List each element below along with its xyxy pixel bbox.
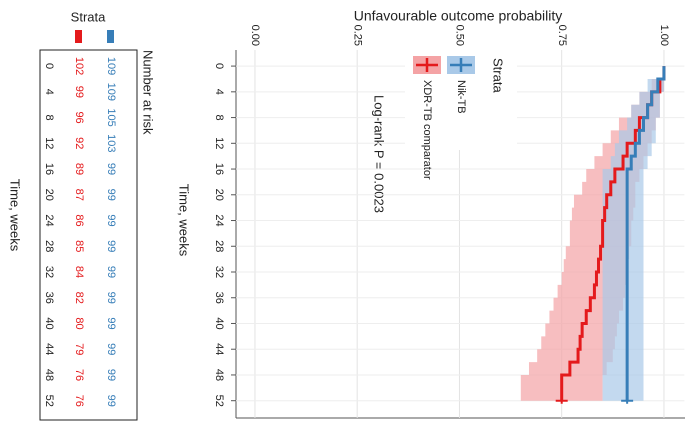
row-label: 32 (43, 266, 55, 278)
risk-count: 89 (73, 163, 85, 175)
row-label: 48 (43, 369, 55, 381)
row-label: 0 (43, 63, 55, 69)
x-tick-label: 24 (213, 214, 225, 226)
x-tick-label: 8 (213, 115, 225, 121)
risk-count: 84 (73, 266, 85, 278)
table-title: Number at risk (141, 50, 156, 135)
risk-count: 76 (73, 395, 85, 407)
x-axis-label: Time, weeks (177, 184, 192, 257)
legend-title: Strata (71, 9, 106, 24)
risk-count: 99 (73, 86, 85, 98)
risk-count: 99 (105, 343, 117, 355)
legend-key (416, 58, 438, 72)
risk-count: 82 (73, 292, 85, 304)
x-tick-label: 48 (213, 369, 225, 381)
risk-count: 109 (105, 57, 117, 75)
legend-title: Strata (491, 58, 506, 93)
row-label: 52 (43, 395, 55, 407)
risk-count: 87 (73, 189, 85, 201)
censor-mark (555, 397, 568, 404)
risk-count: 109 (105, 83, 117, 101)
row-label: 4 (43, 89, 55, 95)
row-label: 44 (43, 343, 55, 355)
risk-count: 99 (105, 292, 117, 304)
risk-count: 102 (73, 57, 85, 75)
risk-count: 96 (73, 111, 85, 123)
x-tick-label: 28 (213, 240, 225, 252)
legend-key (450, 58, 472, 72)
risk-count: 99 (105, 266, 117, 278)
risk-count: 99 (105, 369, 117, 381)
table-frame (39, 49, 138, 421)
risk-count: 99 (105, 240, 117, 252)
x-tick-label: 44 (213, 343, 225, 355)
x-axis-label: Time, weeks (8, 179, 23, 252)
annotation: Log-rank P = 0.0023 (372, 95, 387, 213)
x-tick-label: 32 (213, 266, 225, 278)
legend-key (75, 30, 82, 43)
risk-count: 86 (73, 214, 85, 226)
legend-key (107, 30, 114, 43)
row-label: 36 (43, 292, 55, 304)
x-tick-label: 40 (213, 317, 225, 329)
x-tick-label: 16 (213, 163, 225, 175)
row-label: 12 (43, 137, 55, 149)
risk-count: 99 (105, 317, 117, 329)
risk-count: 99 (105, 163, 117, 175)
x-tick-label: 12 (213, 137, 225, 149)
risk-count: 92 (73, 137, 85, 149)
y-tick-label: 0.50 (454, 25, 466, 46)
y-tick-label: 0.75 (556, 25, 568, 46)
y-tick-label: 0.00 (249, 25, 261, 46)
survival-line (625, 66, 666, 401)
risk-count: 103 (105, 134, 117, 152)
row-label: 24 (43, 214, 55, 226)
risk-count: 80 (73, 317, 85, 329)
y-tick-label: 0.25 (351, 25, 363, 46)
x-tick-label: 4 (213, 89, 225, 95)
risk-count: 99 (105, 214, 117, 226)
row-label: 16 (43, 163, 55, 175)
row-label: 28 (43, 240, 55, 252)
confidence-band (602, 66, 664, 401)
chart-title: Unfavourable outcome probability (354, 8, 563, 24)
risk-count: 99 (105, 189, 117, 201)
row-label: 8 (43, 115, 55, 121)
legend-label: Nik-TB (455, 80, 467, 114)
risk-count: 85 (73, 240, 85, 252)
risk-count: 79 (73, 343, 85, 355)
y-tick-label: 1.00 (658, 25, 670, 46)
legend-label: XDR-TB comparator (421, 80, 433, 180)
row-label: 20 (43, 189, 55, 201)
x-tick-label: 0 (213, 63, 225, 69)
x-tick-label: 20 (213, 189, 225, 201)
x-tick-label: 36 (213, 292, 225, 304)
row-label: 40 (43, 317, 55, 329)
x-tick-label: 52 (213, 395, 225, 407)
censor-mark (621, 397, 634, 404)
risk-count: 76 (73, 369, 85, 381)
risk-count: 99 (105, 395, 117, 407)
survival-line (560, 66, 666, 401)
risk-count: 105 (105, 108, 117, 126)
